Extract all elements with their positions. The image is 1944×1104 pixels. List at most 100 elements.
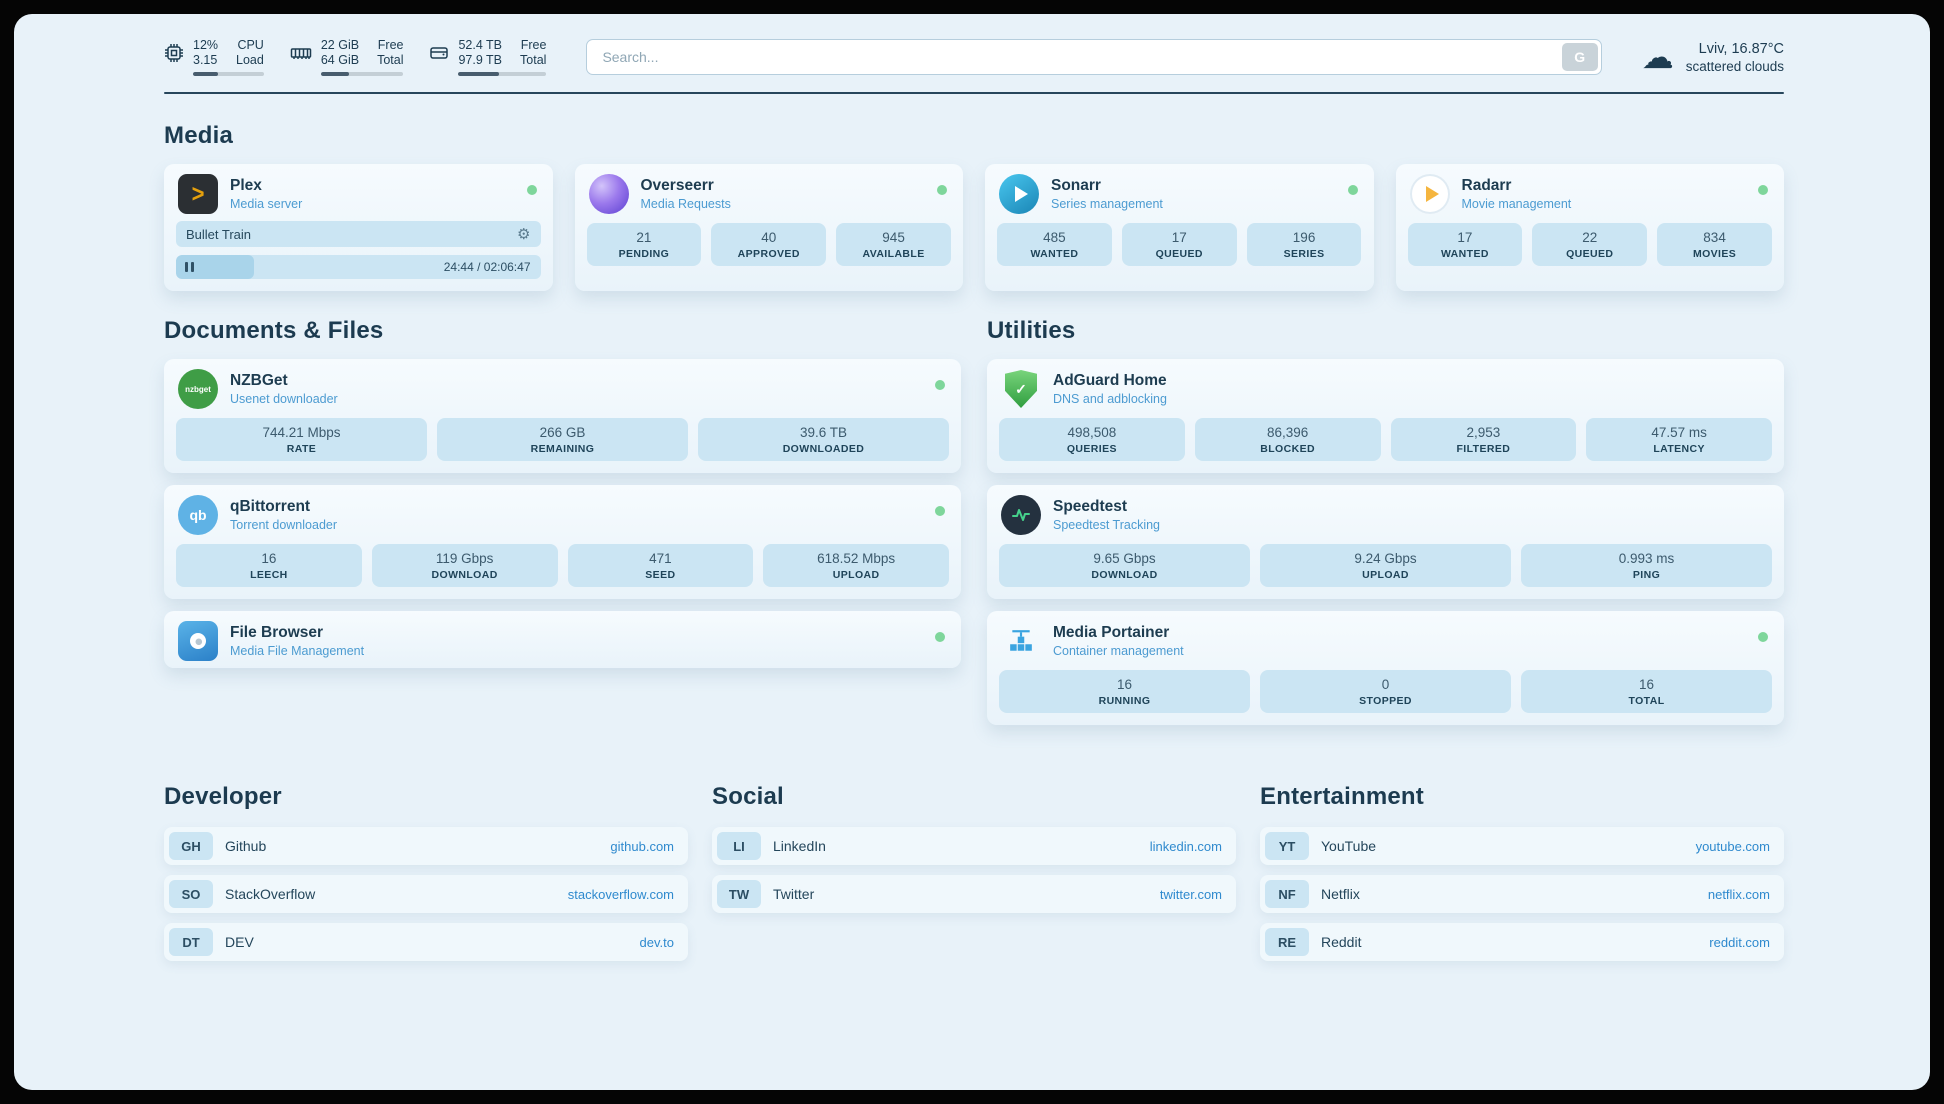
- stat-value: 16: [1638, 677, 1655, 692]
- disk-free-value: 52.4 TB: [458, 38, 503, 52]
- link-row-reddit[interactable]: RE Reddit reddit.com: [1260, 923, 1784, 961]
- status-dot: [935, 380, 945, 390]
- stat-chip: 471 SEED: [567, 544, 754, 587]
- stat-chip: 17 WANTED: [1407, 223, 1523, 266]
- app-card-qbittorrent[interactable]: qb qBittorrent Torrent downloader 16 LEE…: [164, 485, 961, 599]
- plex-icon: >: [178, 174, 218, 214]
- link-row-netflix[interactable]: NF Netflix netflix.com: [1260, 875, 1784, 913]
- cpu-value: 12%: [193, 38, 219, 52]
- link-row-dev[interactable]: DT DEV dev.to: [164, 923, 688, 961]
- stat-chip: 485 WANTED: [997, 223, 1112, 266]
- link-url[interactable]: netflix.com: [1707, 886, 1770, 902]
- app-name: AdGuard Home: [1053, 372, 1167, 389]
- app-card-sonarr[interactable]: Sonarr Series management 485 WANTED 17 Q…: [985, 164, 1374, 291]
- app-desc: Torrent downloader: [230, 518, 338, 532]
- ram-free-label: Free: [377, 38, 404, 52]
- weather-condition: scattered clouds: [1685, 58, 1784, 74]
- stat-value: 22: [1582, 230, 1598, 245]
- section-heading-documents: Documents & Files: [164, 317, 384, 344]
- link-name: StackOverflow: [225, 886, 316, 902]
- sonarr-icon: [999, 174, 1039, 214]
- app-card-speedtest[interactable]: Speedtest Speedtest Tracking 9.65 Gbps D…: [987, 485, 1784, 599]
- header-divider: [164, 92, 1784, 94]
- app-desc: Media File Management: [230, 644, 365, 658]
- status-dot: [935, 506, 945, 516]
- stat-value: 119 Gbps: [435, 551, 494, 566]
- search-bar[interactable]: G: [586, 39, 1602, 75]
- pause-icon[interactable]: [185, 262, 188, 272]
- stat-value: 196: [1292, 230, 1316, 245]
- link-row-youtube[interactable]: YT YouTube youtube.com: [1260, 827, 1784, 865]
- app-name: File Browser: [230, 624, 324, 641]
- now-playing-title: Bullet Train: [186, 226, 252, 242]
- link-row-stackoverflow[interactable]: SO StackOverflow stackoverflow.com: [164, 875, 688, 913]
- link-name: LinkedIn: [773, 838, 826, 854]
- app-name: Plex: [230, 177, 262, 194]
- stat-label: RATE: [286, 443, 317, 455]
- stat-chip: 16 RUNNING: [999, 670, 1250, 713]
- stat-label: MOVIES: [1692, 248, 1737, 260]
- link-url[interactable]: reddit.com: [1709, 934, 1770, 950]
- dashboard-page: 12% CPU 3.15 Load 22 GiB Free 64 G: [14, 14, 1930, 1090]
- portainer-icon: [1001, 621, 1041, 661]
- app-name: Media Portainer: [1053, 624, 1170, 641]
- stat-value: 618.52 Mbps: [817, 551, 896, 566]
- link-row-linkedin[interactable]: LI LinkedIn linkedin.com: [712, 827, 1236, 865]
- app-card-overseerr[interactable]: Overseerr Media Requests 21 PENDING 40 A…: [574, 164, 963, 291]
- status-dot: [1758, 632, 1768, 642]
- search-input[interactable]: [590, 49, 1562, 65]
- stat-chip: 47.57 ms LATENCY: [1586, 418, 1772, 461]
- disk-free-label: Free: [520, 38, 547, 52]
- link-badge: TW: [717, 880, 761, 908]
- app-card-adguard[interactable]: ✓ AdGuard Home DNS and adblocking 498,50…: [987, 359, 1784, 473]
- app-card-plex[interactable]: > Plex Media server Bullet Train ⚙ 24:44…: [164, 164, 553, 291]
- search-button[interactable]: G: [1561, 43, 1598, 71]
- adguard-icon: ✓: [1001, 369, 1041, 409]
- stat-label: APPROVED: [737, 248, 800, 260]
- stat-value: 86,396: [1266, 425, 1309, 440]
- app-card-portainer[interactable]: Media Portainer Container management 16 …: [987, 611, 1784, 725]
- link-name: YouTube: [1321, 838, 1377, 854]
- stat-label: DOWNLOAD: [1091, 569, 1158, 581]
- playback-progress[interactable]: 24:44 / 02:06:47: [176, 255, 541, 279]
- top-bar: 12% CPU 3.15 Load 22 GiB Free 64 G: [164, 38, 1784, 76]
- nzbget-icon: nzbget: [178, 369, 218, 409]
- app-desc: Movie management: [1461, 197, 1572, 211]
- stat-chip: 0 STOPPED: [1260, 670, 1511, 713]
- app-desc: Usenet downloader: [230, 392, 338, 406]
- stat-value: 9.24 Gbps: [1354, 551, 1417, 566]
- stat-label: DOWNLOAD: [431, 569, 498, 581]
- playback-time: 24:44 / 02:06:47: [443, 260, 531, 274]
- app-card-radarr[interactable]: Radarr Movie management 17 WANTED 22 QUE…: [1395, 164, 1784, 291]
- cpu-progress: [193, 72, 264, 76]
- status-dot: [937, 185, 947, 195]
- stat-chip: 266 GB REMAINING: [437, 418, 688, 461]
- stat-label: TOTAL: [1628, 695, 1665, 707]
- ram-progress: [320, 72, 404, 76]
- stat-chip: 17 QUEUED: [1121, 223, 1237, 266]
- app-desc: DNS and adblocking: [1053, 392, 1167, 406]
- cloud-icon: ☁: [1641, 39, 1674, 75]
- now-playing-row: Bullet Train ⚙: [176, 221, 541, 247]
- link-url[interactable]: linkedin.com: [1149, 838, 1222, 854]
- link-badge: RE: [1265, 928, 1309, 956]
- app-card-filebrowser[interactable]: File Browser Media File Management: [164, 611, 961, 668]
- link-url[interactable]: dev.to: [639, 934, 674, 950]
- disk-total-value: 97.9 TB: [458, 53, 503, 67]
- stat-chip: 86,396 BLOCKED: [1194, 418, 1381, 461]
- stat-chip: 39.6 TB DOWNLOADED: [698, 418, 949, 461]
- link-url[interactable]: stackoverflow.com: [567, 886, 674, 902]
- link-url[interactable]: twitter.com: [1159, 886, 1222, 902]
- link-row-github[interactable]: GH Github github.com: [164, 827, 688, 865]
- link-url[interactable]: github.com: [610, 838, 674, 854]
- stat-value: 0: [1381, 677, 1390, 692]
- stat-label: AVAILABLE: [862, 248, 925, 260]
- link-url[interactable]: youtube.com: [1695, 838, 1770, 854]
- ram-total-label: Total: [377, 53, 404, 67]
- link-row-twitter[interactable]: TW Twitter twitter.com: [712, 875, 1236, 913]
- disk-total-label: Total: [520, 53, 547, 67]
- app-card-nzbget[interactable]: nzbget NZBGet Usenet downloader 744.21 M…: [164, 359, 961, 473]
- media-card-grid: > Plex Media server Bullet Train ⚙ 24:44…: [164, 164, 1784, 291]
- gear-icon[interactable]: ⚙: [517, 226, 531, 243]
- ram-free-value: 22 GiB: [320, 38, 360, 52]
